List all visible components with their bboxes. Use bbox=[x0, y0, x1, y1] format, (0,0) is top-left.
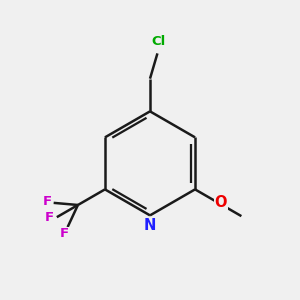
Text: F: F bbox=[60, 227, 69, 240]
Text: O: O bbox=[215, 195, 227, 210]
Text: F: F bbox=[44, 211, 54, 224]
Text: Cl: Cl bbox=[152, 35, 166, 48]
Text: F: F bbox=[43, 195, 52, 208]
Text: N: N bbox=[144, 218, 156, 233]
